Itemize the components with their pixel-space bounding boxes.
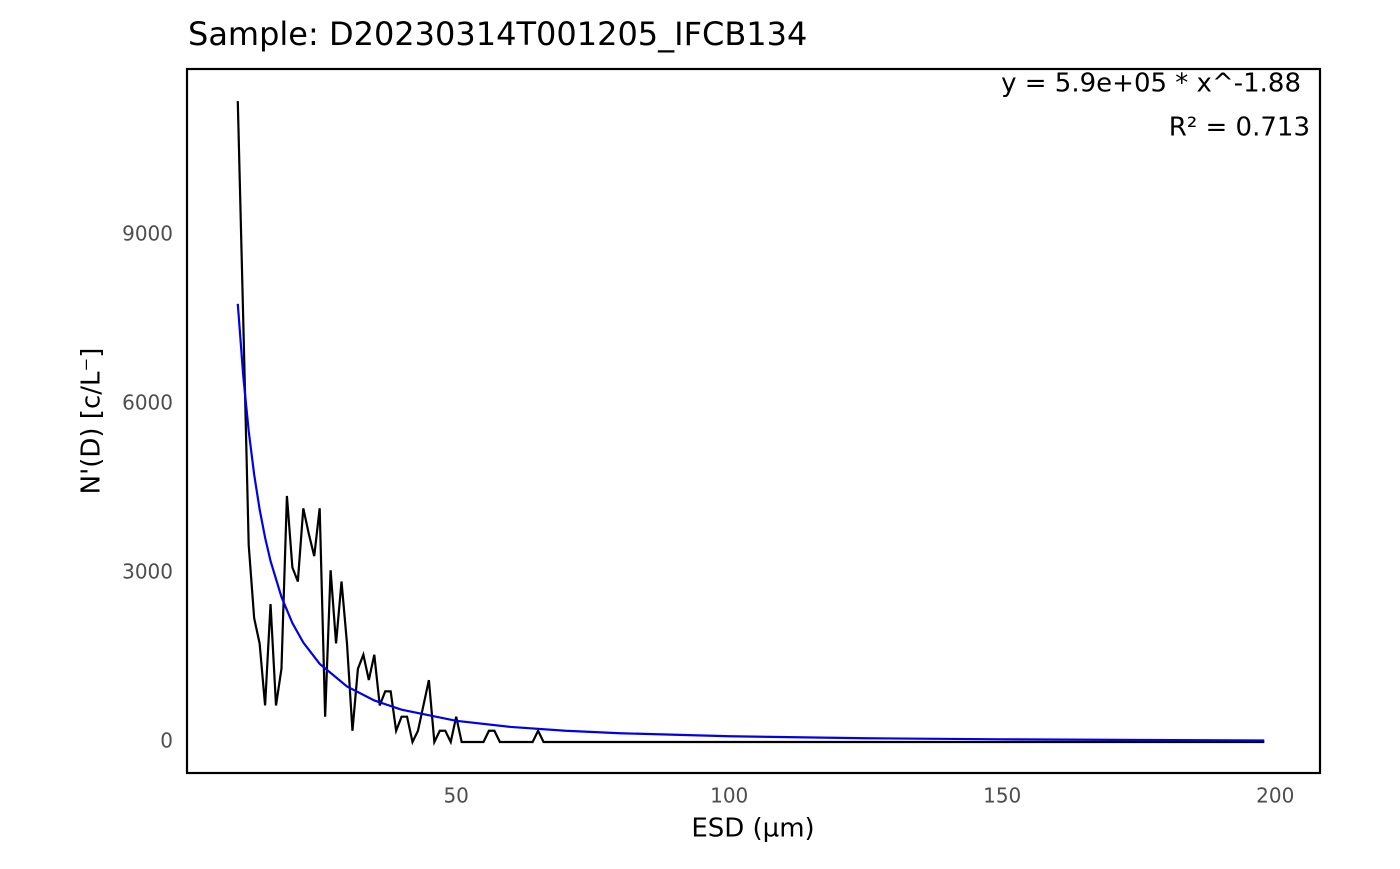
x-tick-label: 150 [983, 784, 1021, 808]
data-line [236, 101, 1265, 747]
x-axis-label: ESD (µm) [691, 814, 814, 844]
y-tick-label: 0 [160, 729, 173, 753]
annotation: y = 5.9e+05 * x^-1.88 [1001, 69, 1301, 99]
y-tick-label: 6000 [122, 391, 173, 415]
annotation: R² = 0.713 [1169, 113, 1310, 143]
chart-title: Sample: D20230314T001205_IFCB134 [188, 15, 807, 53]
x-tick-label: 50 [443, 784, 468, 808]
data-line [236, 303, 1265, 742]
y-axis-label: N'(D) [c/L⁻] [77, 348, 107, 495]
x-tick-label: 200 [1256, 784, 1294, 808]
y-tick-label: 3000 [122, 560, 173, 584]
plot-frame [185, 67, 1322, 775]
y-tick-label: 9000 [122, 222, 173, 246]
x-tick-label: 100 [710, 784, 748, 808]
